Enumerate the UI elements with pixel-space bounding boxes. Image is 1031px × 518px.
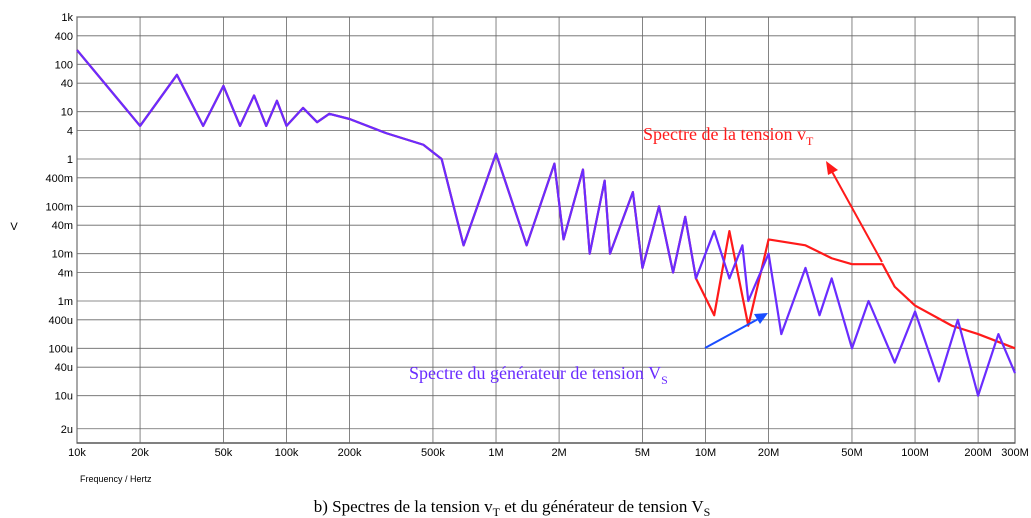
x-tick-label: 300M (1001, 447, 1029, 459)
y-tick-label: 400 (55, 31, 73, 43)
y-tick-label: 40 (61, 78, 73, 90)
x-tick-label: 20k (131, 447, 149, 459)
x-tick-label: 100k (275, 447, 299, 459)
caption: b) Spectres de la tension vT et du génér… (314, 497, 711, 518)
x-axis-label: Frequency / Hertz (80, 474, 152, 484)
y-tick-label: 2u (61, 424, 73, 436)
x-tick-label: 10M (695, 447, 716, 459)
y-tick-label: 100m (45, 201, 73, 213)
caption-sub: S (704, 505, 711, 518)
y-tick-label: 10u (55, 391, 73, 403)
y-tick-label: 400u (49, 315, 73, 327)
x-tick-label: 50k (215, 447, 233, 459)
y-tick-label: 1k (61, 12, 73, 24)
y-tick-label: 40m (52, 220, 73, 232)
arrow (829, 167, 883, 263)
x-tick-label: 500k (421, 447, 445, 459)
x-tick-label: 2M (551, 447, 566, 459)
x-tick-label: 10k (68, 447, 86, 459)
annotation: Spectre de la tension vT (643, 124, 814, 148)
x-tick-label: 20M (758, 447, 779, 459)
series-line (76, 49, 1017, 397)
annotation-sub: T (806, 134, 814, 148)
arrow-head (754, 313, 768, 324)
marks: 1k 400 100 40 10 4 1 400m 100m 40m 10m 4m 1m 400u 100u… (45, 12, 1028, 459)
y-tick-label: 100 (55, 59, 73, 71)
y-tick-label: 10 (61, 107, 73, 119)
y-tick-label: 1m (58, 296, 73, 308)
plot-area (76, 16, 1016, 444)
y-tick-label: 400m (45, 173, 73, 185)
x-tick-label: 100M (901, 447, 929, 459)
x-tick-label: 1M (488, 447, 503, 459)
y-tick-label: 100u (49, 343, 73, 355)
x-tick-label: 200k (338, 447, 362, 459)
x-tick-label: 200M (964, 447, 992, 459)
x-tick-label: 50M (841, 447, 862, 459)
caption-sub: T (493, 505, 501, 518)
y-tick-label: 40u (55, 362, 73, 374)
annotation: Spectre du générateur de tension VS (409, 363, 668, 387)
y-tick-label: 10m (52, 249, 73, 261)
y-tick-label: 4m (58, 268, 73, 280)
y-tick-label: 4 (67, 126, 73, 138)
arrow-head (826, 161, 838, 175)
annotation-text: Spectre de la tension v (643, 124, 806, 144)
annotation-sub: S (661, 373, 668, 387)
caption-part: et du générateur de tension V (500, 497, 704, 516)
arrow (704, 317, 761, 349)
y-axis-label: V (10, 221, 18, 233)
caption-part: b) Spectres de la tension v (314, 497, 493, 516)
y-tick-label: 1 (67, 154, 73, 166)
x-tick-label: 5M (635, 447, 650, 459)
annotation-text: Spectre du générateur de tension V (409, 363, 661, 383)
